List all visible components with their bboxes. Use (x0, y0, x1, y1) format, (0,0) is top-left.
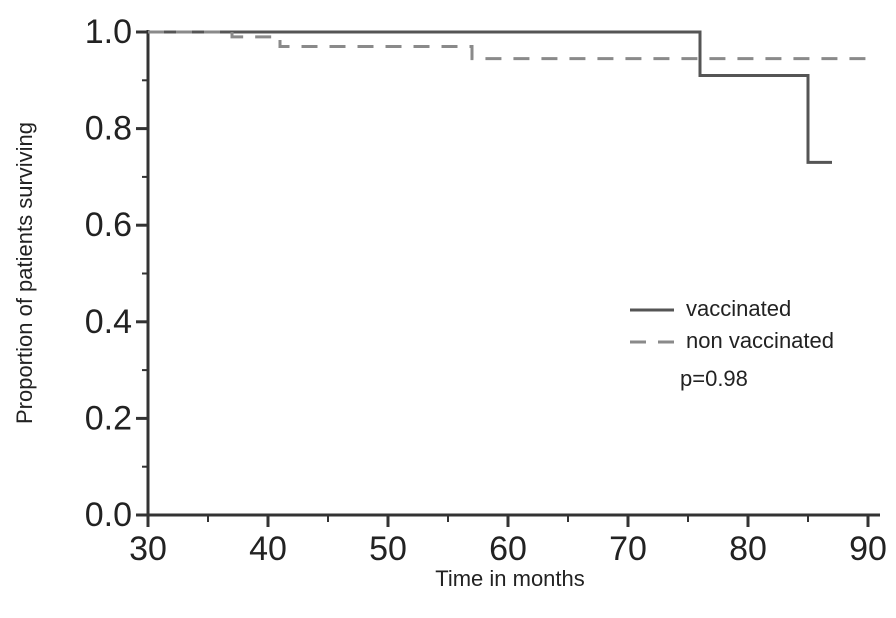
legend-label: vaccinated (686, 296, 791, 321)
y-tick-label: 0.8 (85, 110, 132, 148)
y-tick-label: 0.4 (85, 303, 132, 341)
y-tick-label: 1.0 (85, 13, 132, 51)
x-tick-label: 40 (249, 530, 287, 568)
annotation: p=0.98 (680, 366, 748, 391)
y-tick-label: 0.6 (85, 206, 132, 244)
x-tick-label: 50 (369, 530, 407, 568)
y-axis-label: Proportion of patients surviving (12, 122, 37, 424)
x-tick-label: 90 (849, 530, 887, 568)
x-tick-label: 80 (729, 530, 767, 568)
x-tick-label: 60 (489, 530, 527, 568)
x-tick-label: 30 (129, 530, 167, 568)
y-tick-label: 0.0 (85, 496, 132, 534)
survival-line (148, 30, 877, 61)
x-axis-label: Time in months (435, 566, 585, 591)
y-tick-label: 0.2 (85, 399, 132, 437)
legend-label: non vaccinated (686, 328, 834, 353)
survival-line (148, 30, 832, 164)
x-tick-label: 70 (609, 530, 647, 568)
